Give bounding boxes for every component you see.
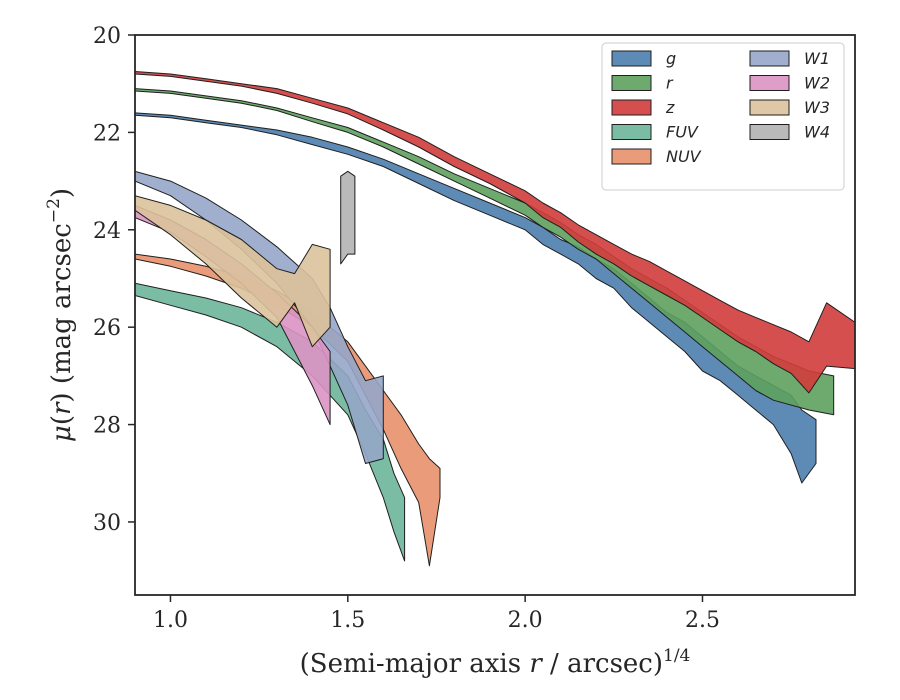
series-band-w3: [135, 195, 331, 348]
legend-label-z: z: [665, 98, 675, 117]
legend-swatch-fuv: [611, 124, 652, 140]
x-tick-label: 2.0: [508, 608, 543, 633]
x-axis-label: (Semi-major axis r / arcsec)1/4: [300, 646, 691, 679]
y-axis-label-units: ) (mag arcsec: [47, 223, 77, 402]
x-tick-label: 1.5: [330, 608, 365, 633]
series-band-g: [135, 112, 817, 484]
legend-label-fuv: FUV: [666, 123, 699, 142]
y-axis-label-exponent: −2: [44, 198, 64, 223]
legend-swatch-w1: [749, 50, 790, 67]
series-band-w4: [340, 170, 356, 265]
y-axis-label-close: ): [47, 188, 77, 198]
legend-swatch-w4: [749, 124, 790, 140]
y-axis-ticks: 20 22 24 26 28 30: [93, 24, 135, 536]
legend-label-r: r: [666, 74, 674, 93]
y-tick-label: 28: [93, 414, 121, 439]
y-tick-label: 26: [93, 316, 121, 341]
legend-label-g: g: [666, 49, 676, 68]
y-tick-label: 30: [93, 511, 121, 536]
x-axis-label-prefix: (Semi-major axis: [300, 649, 530, 679]
series-areas: [135, 71, 855, 567]
legend-label-w4: W4: [804, 123, 830, 142]
x-axis-label-var: r: [529, 649, 543, 679]
x-axis-label-suffix: / arcsec): [542, 649, 663, 679]
legend-swatch-z: [611, 99, 652, 116]
y-tick-label: 24: [93, 219, 121, 244]
x-axis-label-exponent: 1/4: [663, 646, 690, 666]
legend-swatch-nuv: [611, 148, 652, 165]
y-tick-label: 22: [93, 121, 121, 146]
legend: grz FUV NUV W1 W2 W3 W4: [601, 42, 845, 191]
y-axis-label-var: r: [47, 401, 77, 415]
x-tick-label: 2.5: [685, 608, 720, 633]
legend-swatch-g: [611, 50, 652, 67]
y-axis-label: μ(r) (mag arcsec−2): [44, 188, 77, 442]
x-tick-label: 1.0: [153, 608, 188, 633]
legend-swatch-w2: [749, 75, 790, 91]
legend-label-w3: W3: [804, 98, 830, 117]
legend-swatch-r: [611, 75, 652, 91]
legend-label-w1: W1: [804, 49, 830, 68]
legend-label-w2: W2: [804, 74, 830, 93]
series-band-z: [135, 71, 855, 394]
y-tick-label: 20: [93, 24, 121, 49]
x-axis-ticks: 1.0 1.5 2.0 2.5: [153, 595, 720, 633]
series-band-r: [135, 88, 835, 416]
legend-label-nuv: NUV: [666, 147, 702, 166]
y-axis-label-open: (: [47, 415, 77, 425]
legend-swatch-w3: [749, 99, 790, 116]
y-axis-label-mu: μ: [47, 425, 77, 442]
plot-frame: [134, 34, 856, 596]
legend-items: grz FUV NUV W1 W2 W3 W4: [611, 49, 830, 166]
